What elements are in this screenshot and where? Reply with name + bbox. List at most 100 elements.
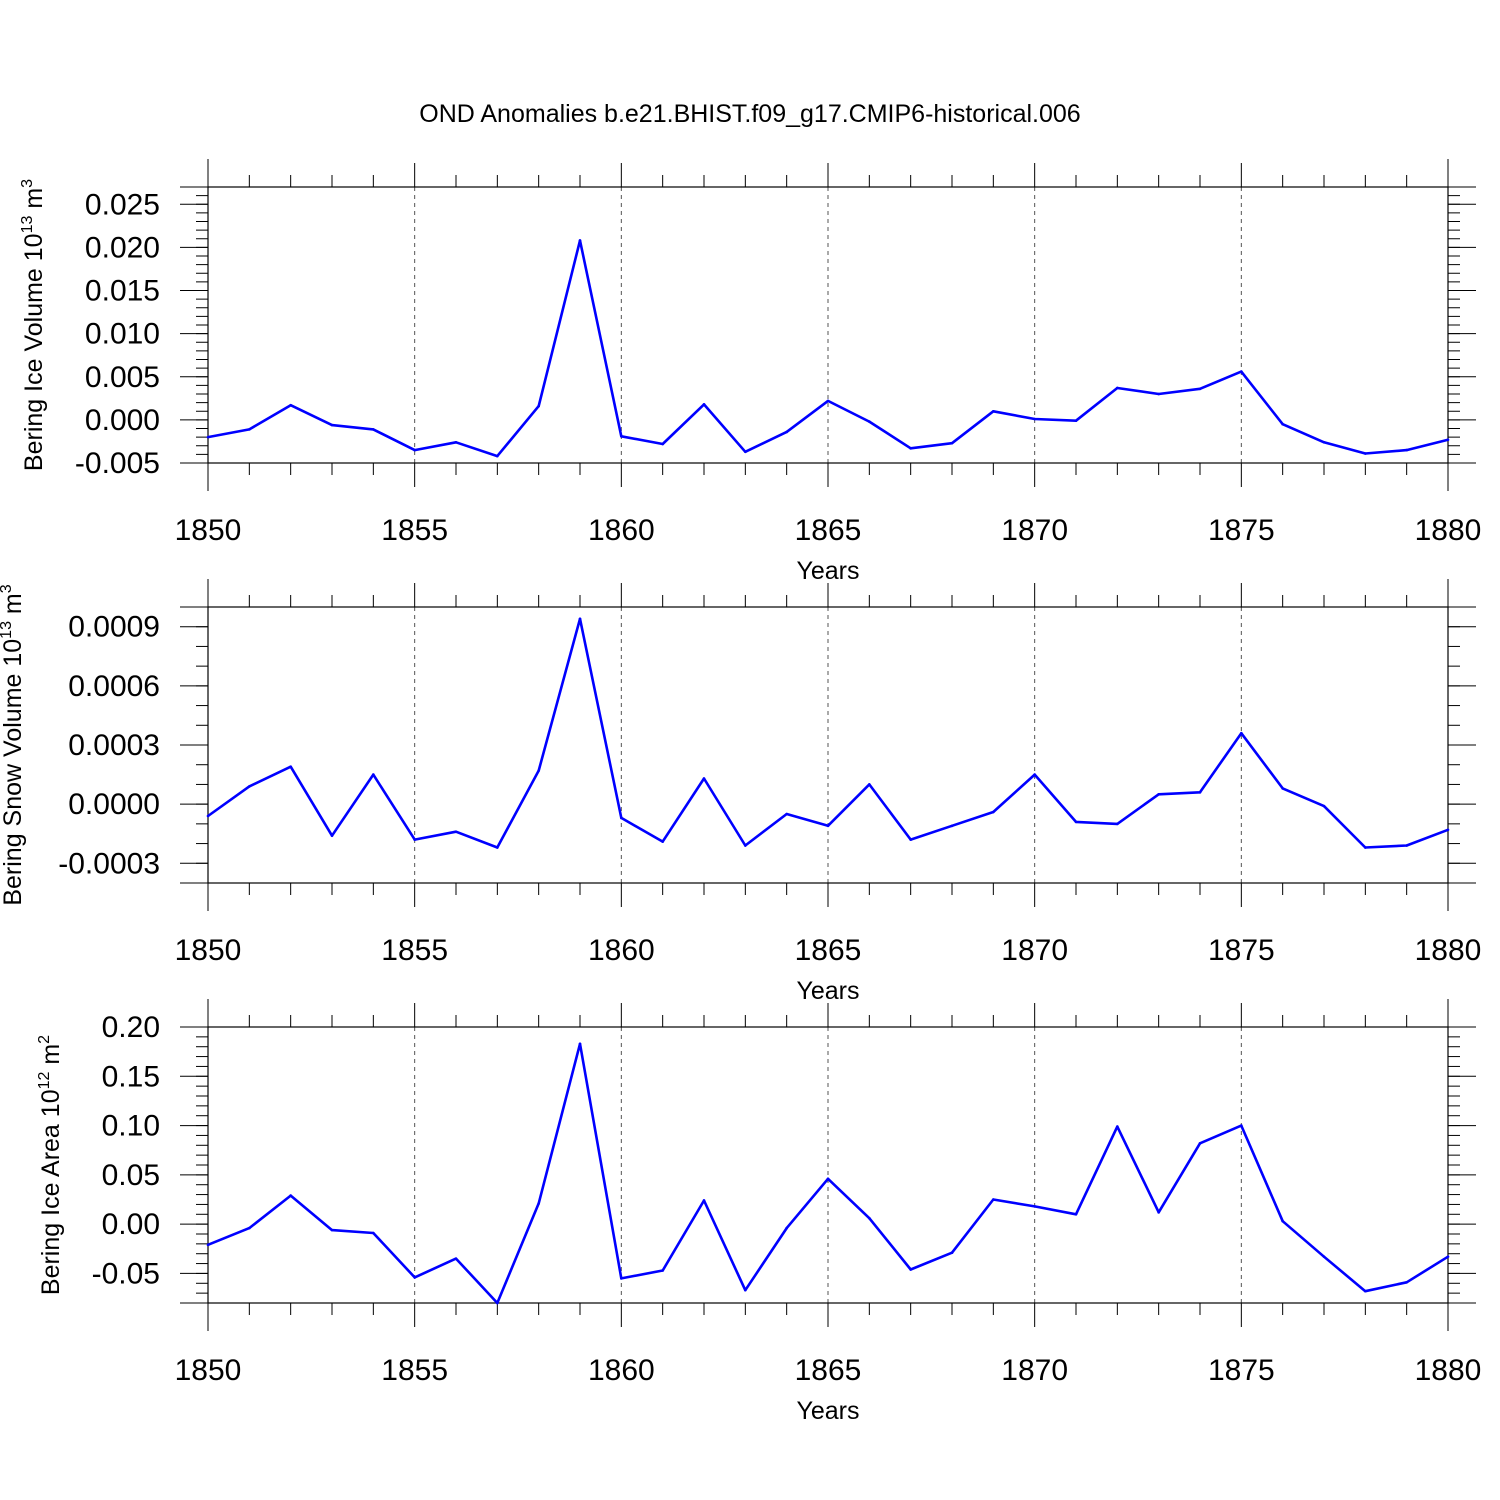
data-point <box>785 1226 788 1230</box>
data-point <box>661 442 664 446</box>
data-point <box>1074 419 1078 423</box>
data-point <box>413 448 416 452</box>
data-point <box>578 617 582 621</box>
series-line-snow-volume <box>207 617 1449 849</box>
data-point <box>1198 791 1202 794</box>
y-tick-label: 0.15 <box>102 1060 160 1093</box>
panel-ice-area: -0.05 0.00 0.05 0.10 0.15 0.20 1850 1855 1860 186… <box>36 999 1481 1425</box>
data-point <box>1446 828 1450 832</box>
data-point <box>1322 804 1326 808</box>
data-point <box>413 1276 416 1279</box>
y-tick-label: 0.000 <box>85 404 160 437</box>
data-point <box>372 773 375 776</box>
data-point <box>1198 387 1202 391</box>
data-point <box>1322 441 1326 444</box>
data-point <box>826 399 830 403</box>
x-tick-label: 1875 <box>1208 1354 1275 1387</box>
data-point <box>1405 844 1408 847</box>
data-point <box>1240 1124 1243 1127</box>
data-point <box>1281 1219 1284 1223</box>
data-point <box>1157 392 1160 396</box>
data-point <box>868 783 871 786</box>
y-axis-title: Bering Snow Volume 1013 m3 <box>0 584 27 905</box>
data-point <box>909 447 912 450</box>
y-tick-label: 0.025 <box>85 188 160 221</box>
data-point <box>206 814 210 818</box>
data-point <box>868 1216 871 1220</box>
data-point <box>702 777 706 780</box>
data-point <box>1157 792 1160 796</box>
x-tick-label: 1860 <box>588 514 655 547</box>
data-point <box>1446 438 1450 442</box>
x-tick-label: 1860 <box>588 934 655 967</box>
y-tick-label: 0.010 <box>85 318 160 351</box>
data-point <box>248 428 251 431</box>
data-point <box>620 1277 623 1280</box>
data-point <box>1116 1125 1119 1128</box>
data-point <box>248 785 251 788</box>
x-tick-label: 1865 <box>795 514 862 547</box>
x-tick-label: 1850 <box>175 1354 242 1387</box>
data-point <box>1116 386 1119 390</box>
x-axis-title: Years <box>796 977 859 1005</box>
x-tick-label: 1855 <box>381 1354 448 1387</box>
data-point <box>950 441 954 445</box>
x-axis-title: Years <box>796 557 859 585</box>
data-point <box>785 812 788 816</box>
data-point <box>661 840 664 843</box>
data-point <box>1446 1255 1450 1258</box>
data-point <box>289 765 292 768</box>
data-point <box>1281 422 1284 426</box>
data-point <box>620 434 623 438</box>
data-point <box>372 428 375 431</box>
data-point <box>454 830 458 834</box>
x-tick-label: 1880 <box>1415 1354 1482 1387</box>
x-tick-label: 1855 <box>381 514 448 547</box>
data-point <box>578 1042 582 1046</box>
x-tick-label: 1860 <box>588 1354 655 1387</box>
y-axis-title: Bering Ice Area 1012 m2 <box>36 1035 65 1295</box>
data-point <box>1157 1211 1160 1214</box>
data-point <box>702 403 706 406</box>
x-axis-title: Years <box>796 1397 859 1425</box>
data-point <box>537 769 540 772</box>
data-point <box>330 423 334 427</box>
data-point <box>744 1288 747 1292</box>
x-tick-label: 1880 <box>1415 514 1482 547</box>
data-point <box>496 1301 499 1305</box>
data-point <box>1364 452 1367 455</box>
data-point <box>1405 448 1408 452</box>
data-point <box>289 403 292 407</box>
y-tick-label: 0.0009 <box>68 611 160 644</box>
y-tick-label: 0.20 <box>102 1011 160 1044</box>
data-point <box>992 1198 995 1201</box>
data-point <box>330 834 334 837</box>
data-point <box>785 430 788 434</box>
data-point <box>248 1226 251 1230</box>
data-point <box>826 824 830 828</box>
data-point <box>413 838 416 841</box>
data-point <box>454 441 458 444</box>
y-tick-label: 0.0000 <box>68 788 160 821</box>
data-point <box>1405 1281 1408 1284</box>
y-tick-label: -0.005 <box>75 447 160 480</box>
data-point <box>1033 417 1036 421</box>
data-point <box>1074 820 1078 824</box>
data-point <box>537 404 540 408</box>
data-point <box>1240 370 1243 373</box>
y-tick-label: 0.0006 <box>68 670 160 703</box>
data-point <box>206 1243 210 1247</box>
data-point <box>950 1251 954 1255</box>
data-point <box>578 239 582 242</box>
data-point <box>909 1268 912 1271</box>
x-tick-label: 1865 <box>795 934 862 967</box>
data-point <box>1198 1142 1202 1145</box>
x-tick-label: 1865 <box>795 1354 862 1387</box>
data-point <box>1116 822 1119 826</box>
data-point <box>744 450 747 454</box>
y-axis-title: Bering Ice Volume 1013 m3 <box>19 179 48 471</box>
data-point <box>620 816 623 820</box>
data-point <box>702 1199 706 1202</box>
data-point <box>372 1231 375 1235</box>
y-tick-label: 0.020 <box>85 231 160 264</box>
